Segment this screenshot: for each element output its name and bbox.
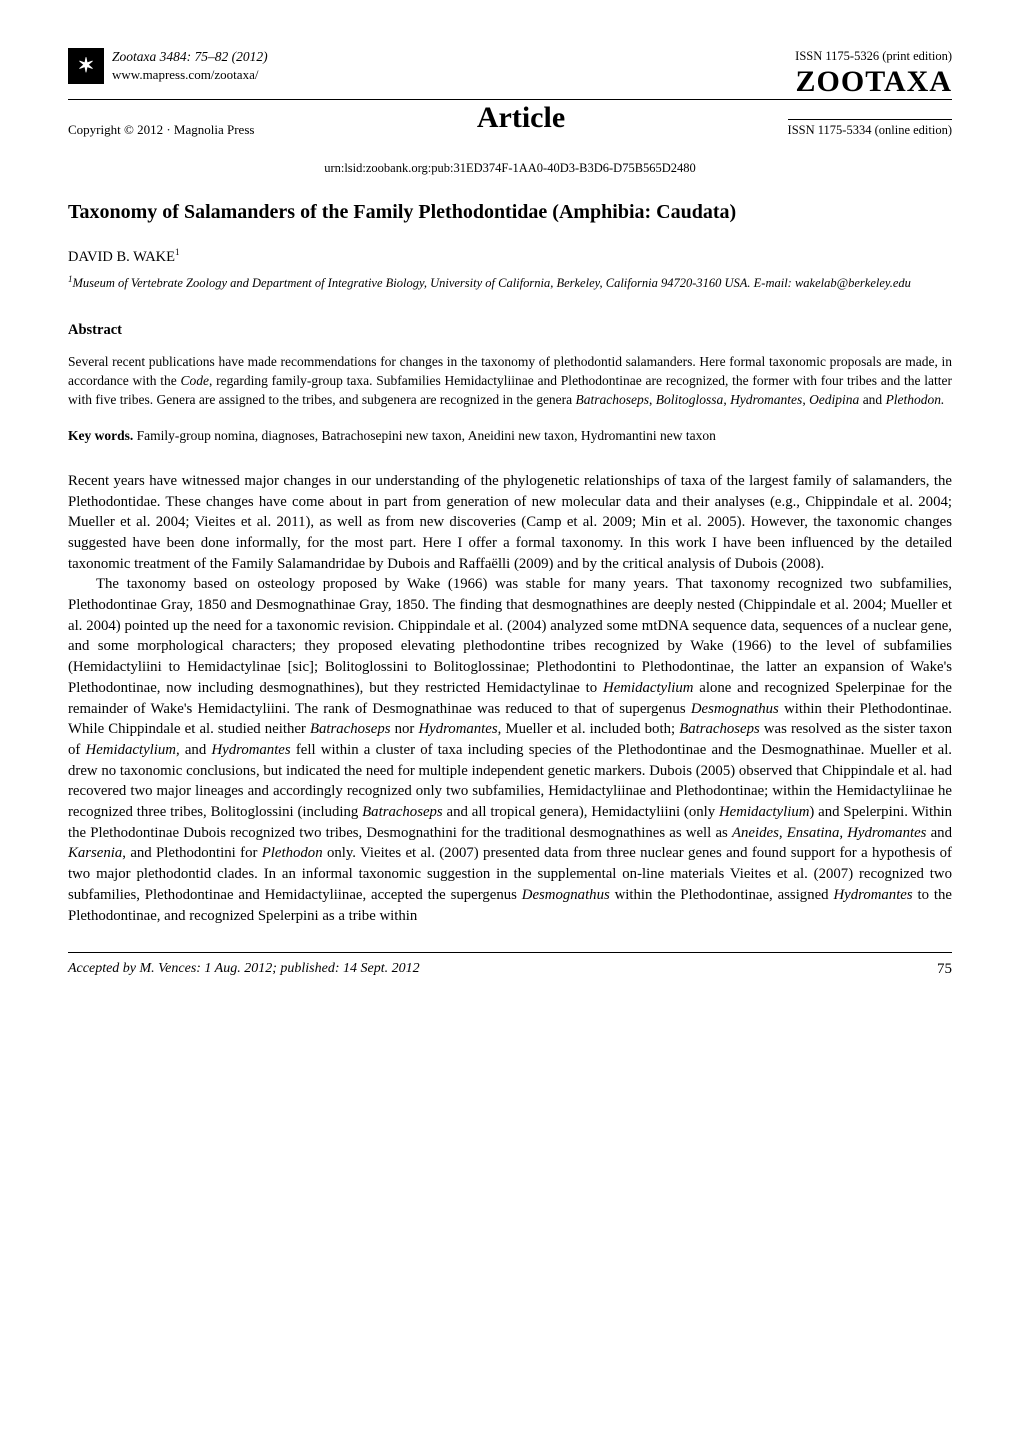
masthead-row: ✶ Zootaxa 3484: 75–82 (2012) www.mapress… — [68, 48, 952, 96]
masthead-left: ✶ Zootaxa 3484: 75–82 (2012) www.mapress… — [68, 48, 268, 85]
abstract-heading: Abstract — [68, 320, 952, 341]
journal-info-block: Zootaxa 3484: 75–82 (2012) www.mapress.c… — [112, 48, 268, 85]
article-type-label: Article — [254, 97, 787, 140]
page-number: 75 — [937, 959, 952, 980]
affiliation-line: 1Museum of Vertebrate Zoology and Depart… — [68, 273, 952, 292]
copyright-row: Copyright © 2012 · Magnolia Press Articl… — [68, 99, 952, 140]
keywords-line: Key words. Family-group nomina, diagnose… — [68, 426, 952, 445]
journal-logo-icon: ✶ — [68, 48, 104, 84]
author-affil-marker: 1 — [175, 247, 180, 257]
footer-row: Accepted by M. Vences: 1 Aug. 2012; publ… — [68, 953, 952, 980]
body-paragraph-1: Recent years have witnessed major change… — [68, 471, 952, 575]
abstract-text: Several recent publications have made re… — [68, 353, 952, 410]
article-title: Taxonomy of Salamanders of the Family Pl… — [68, 198, 952, 226]
body-paragraph-2: The taxonomy based on osteology proposed… — [68, 574, 952, 926]
journal-banner: ZOOTAXA — [795, 68, 952, 97]
keywords-text: Family-group nomina, diagnoses, Batracho… — [133, 428, 716, 443]
accepted-published-line: Accepted by M. Vences: 1 Aug. 2012; publ… — [68, 959, 420, 980]
keywords-label: Key words. — [68, 428, 133, 443]
author-name: DAVID B. WAKE — [68, 249, 175, 265]
author-line: DAVID B. WAKE1 — [68, 246, 952, 267]
journal-citation: Zootaxa 3484: 75–82 (2012) — [112, 48, 268, 66]
urn-identifier: urn:lsid:zoobank.org:pub:31ED374F-1AA0-4… — [68, 160, 952, 178]
logo-glyph: ✶ — [78, 52, 95, 80]
journal-url: www.mapress.com/zootaxa/ — [112, 66, 268, 84]
issn-online: ISSN 1175-5334 (online edition) — [788, 119, 952, 140]
issn-print: ISSN 1175-5326 (print edition) — [795, 48, 952, 66]
affiliation-text: Museum of Vertebrate Zoology and Departm… — [73, 277, 911, 291]
masthead-right: ISSN 1175-5326 (print edition) ZOOTAXA — [795, 48, 952, 96]
copyright-text: Copyright © 2012 · Magnolia Press — [68, 121, 254, 139]
